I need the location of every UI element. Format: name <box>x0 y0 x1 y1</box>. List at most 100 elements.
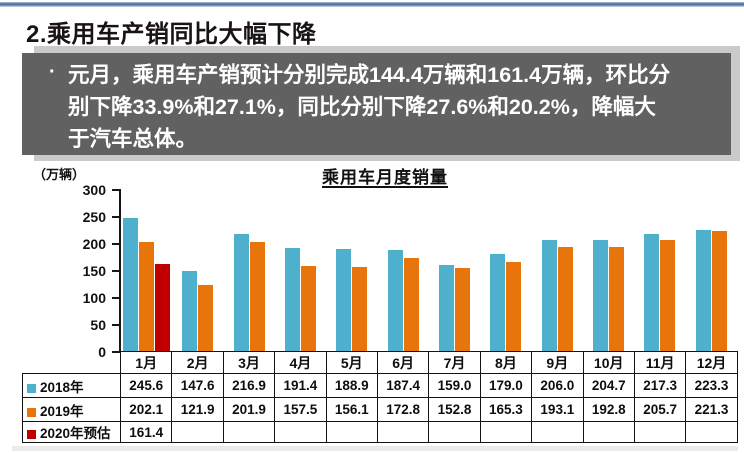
value-cell: 147.6 <box>171 373 224 398</box>
y-axis-tick <box>112 297 120 299</box>
bar-2018年-12月 <box>695 230 711 351</box>
bar-group-2月 <box>172 189 223 351</box>
value-cell: 223.3 <box>685 373 738 398</box>
bar-group-11月 <box>634 189 685 351</box>
month-header-cell: 6月 <box>376 351 430 374</box>
month-header-cell: 9月 <box>531 351 584 374</box>
y-axis-label: 0 <box>98 344 106 360</box>
month-header-cell: 1月 <box>119 351 173 374</box>
top-divider-line <box>0 2 744 7</box>
table-row-months: 1月 2月 3月 4月 5月 6月 7月 8月 9月 10月 11月 12月 <box>23 351 738 374</box>
month-header-cell: 12月 <box>685 351 738 374</box>
bar-2019年-11月 <box>660 240 676 351</box>
value-cell: 206.0 <box>531 373 584 398</box>
bar-group-12月 <box>686 189 737 351</box>
value-cell: 157.5 <box>274 397 327 422</box>
bar-2018年-6月 <box>387 250 403 351</box>
legend-swatch <box>27 383 36 393</box>
y-axis-tick <box>112 243 120 245</box>
month-header-cell: 8月 <box>479 351 533 374</box>
value-cell: 245.6 <box>119 373 173 398</box>
bar-2019年-3月 <box>249 242 265 351</box>
value-cell: 205.7 <box>633 397 687 422</box>
value-cell <box>531 421 584 443</box>
bar-group-8月 <box>480 189 531 351</box>
month-header-cell: 4月 <box>274 351 327 374</box>
bar-group-1月 <box>121 189 172 351</box>
value-cell: 193.1 <box>531 397 584 422</box>
value-cell <box>274 421 327 443</box>
value-cell <box>428 421 481 443</box>
bar-group-3月 <box>224 189 275 351</box>
month-header-cell: 5月 <box>325 351 378 374</box>
y-axis-label: 250 <box>82 209 106 225</box>
value-cell: 221.3 <box>685 397 738 422</box>
legend-swatch <box>27 407 36 417</box>
bar-2018年-2月 <box>182 271 198 351</box>
chart-data-table: 1月 2月 3月 4月 5月 6月 7月 8月 9月 10月 11月 12月 2018年 245.6 147… <box>22 351 738 443</box>
value-cell: 187.4 <box>376 373 430 398</box>
value-cell: 172.8 <box>376 397 430 422</box>
bar-2019年-7月 <box>455 268 471 351</box>
value-cell: 201.9 <box>222 397 276 422</box>
bar-2018年-1月 <box>123 218 139 351</box>
bar-2019年-6月 <box>403 258 419 351</box>
y-axis-tick <box>112 351 120 353</box>
bar-2018年-4月 <box>285 248 301 351</box>
month-header-cell: 7月 <box>428 351 481 374</box>
month-header-cell: 2月 <box>171 351 224 374</box>
value-cell: 179.0 <box>479 373 533 398</box>
y-axis-tick <box>112 216 120 218</box>
bar-2018年-9月 <box>541 240 557 351</box>
bar-2019年-4月 <box>301 266 317 351</box>
bar-group-10月 <box>583 189 634 351</box>
value-cell: 152.8 <box>428 397 481 422</box>
value-cell: 165.3 <box>479 397 533 422</box>
value-cell <box>685 421 738 443</box>
summary-box: · 元月，乘用车产销预计分别完成144.4万辆和161.4万辆，环比分 别下降3… <box>22 53 731 155</box>
bar-group-4月 <box>275 189 326 351</box>
bar-group-6月 <box>378 189 429 351</box>
y-axis-unit-label: （万辆） <box>33 167 86 182</box>
month-header-cell: 10月 <box>582 351 635 374</box>
value-cell: 156.1 <box>325 397 378 422</box>
y-axis-label: 200 <box>82 236 106 252</box>
y-axis-tick <box>112 270 120 272</box>
y-axis-label: 100 <box>82 290 106 306</box>
value-cell: 161.4 <box>119 421 173 443</box>
y-axis-label: 300 <box>82 182 106 198</box>
series-label-cell: 2019年 <box>22 397 121 422</box>
value-cell <box>582 421 635 443</box>
value-cell: 191.4 <box>274 373 327 398</box>
bar-2018年-3月 <box>233 234 249 351</box>
bar-2019年-2月 <box>198 285 214 351</box>
series-label-cell: 2020年预估 <box>22 421 121 443</box>
value-cell: 217.3 <box>633 373 687 398</box>
value-cell: 159.0 <box>428 373 481 398</box>
value-cell: 204.7 <box>582 373 635 398</box>
month-header-cell: 11月 <box>633 351 687 374</box>
value-cell: 188.9 <box>325 373 378 398</box>
bar-group-9月 <box>532 189 583 351</box>
table-row-2018年: 2018年 245.6 147.6 216.9 191.4 188.9 187.4 159.0… <box>22 373 738 398</box>
page-title: 2.乘用车产销同比大幅下降 <box>26 21 317 48</box>
bar-group-7月 <box>429 189 480 351</box>
bar-2018年-8月 <box>490 254 506 351</box>
month-header-cell: 3月 <box>222 351 276 374</box>
y-axis-label: 150 <box>82 263 106 279</box>
y-axis-label: 50 <box>90 317 106 333</box>
table-row-2020年预估: 2020年预估 161.4 <box>22 421 738 443</box>
value-cell: 216.9 <box>222 373 276 398</box>
bar-group-5月 <box>326 189 377 351</box>
bar-2018年-5月 <box>336 249 352 351</box>
legend-swatch <box>27 430 36 439</box>
value-cell <box>479 421 533 443</box>
value-cell <box>325 421 378 443</box>
bar-2018年-7月 <box>439 265 455 351</box>
bar-2019年-8月 <box>506 262 522 351</box>
bar-2019年-12月 <box>711 231 727 351</box>
table-row-2019年: 2019年 202.1 121.9 201.9 157.5 156.1 172.8 152.8… <box>22 397 738 422</box>
bullet-icon: · <box>49 61 56 83</box>
bar-2019年-1月 <box>139 242 155 351</box>
